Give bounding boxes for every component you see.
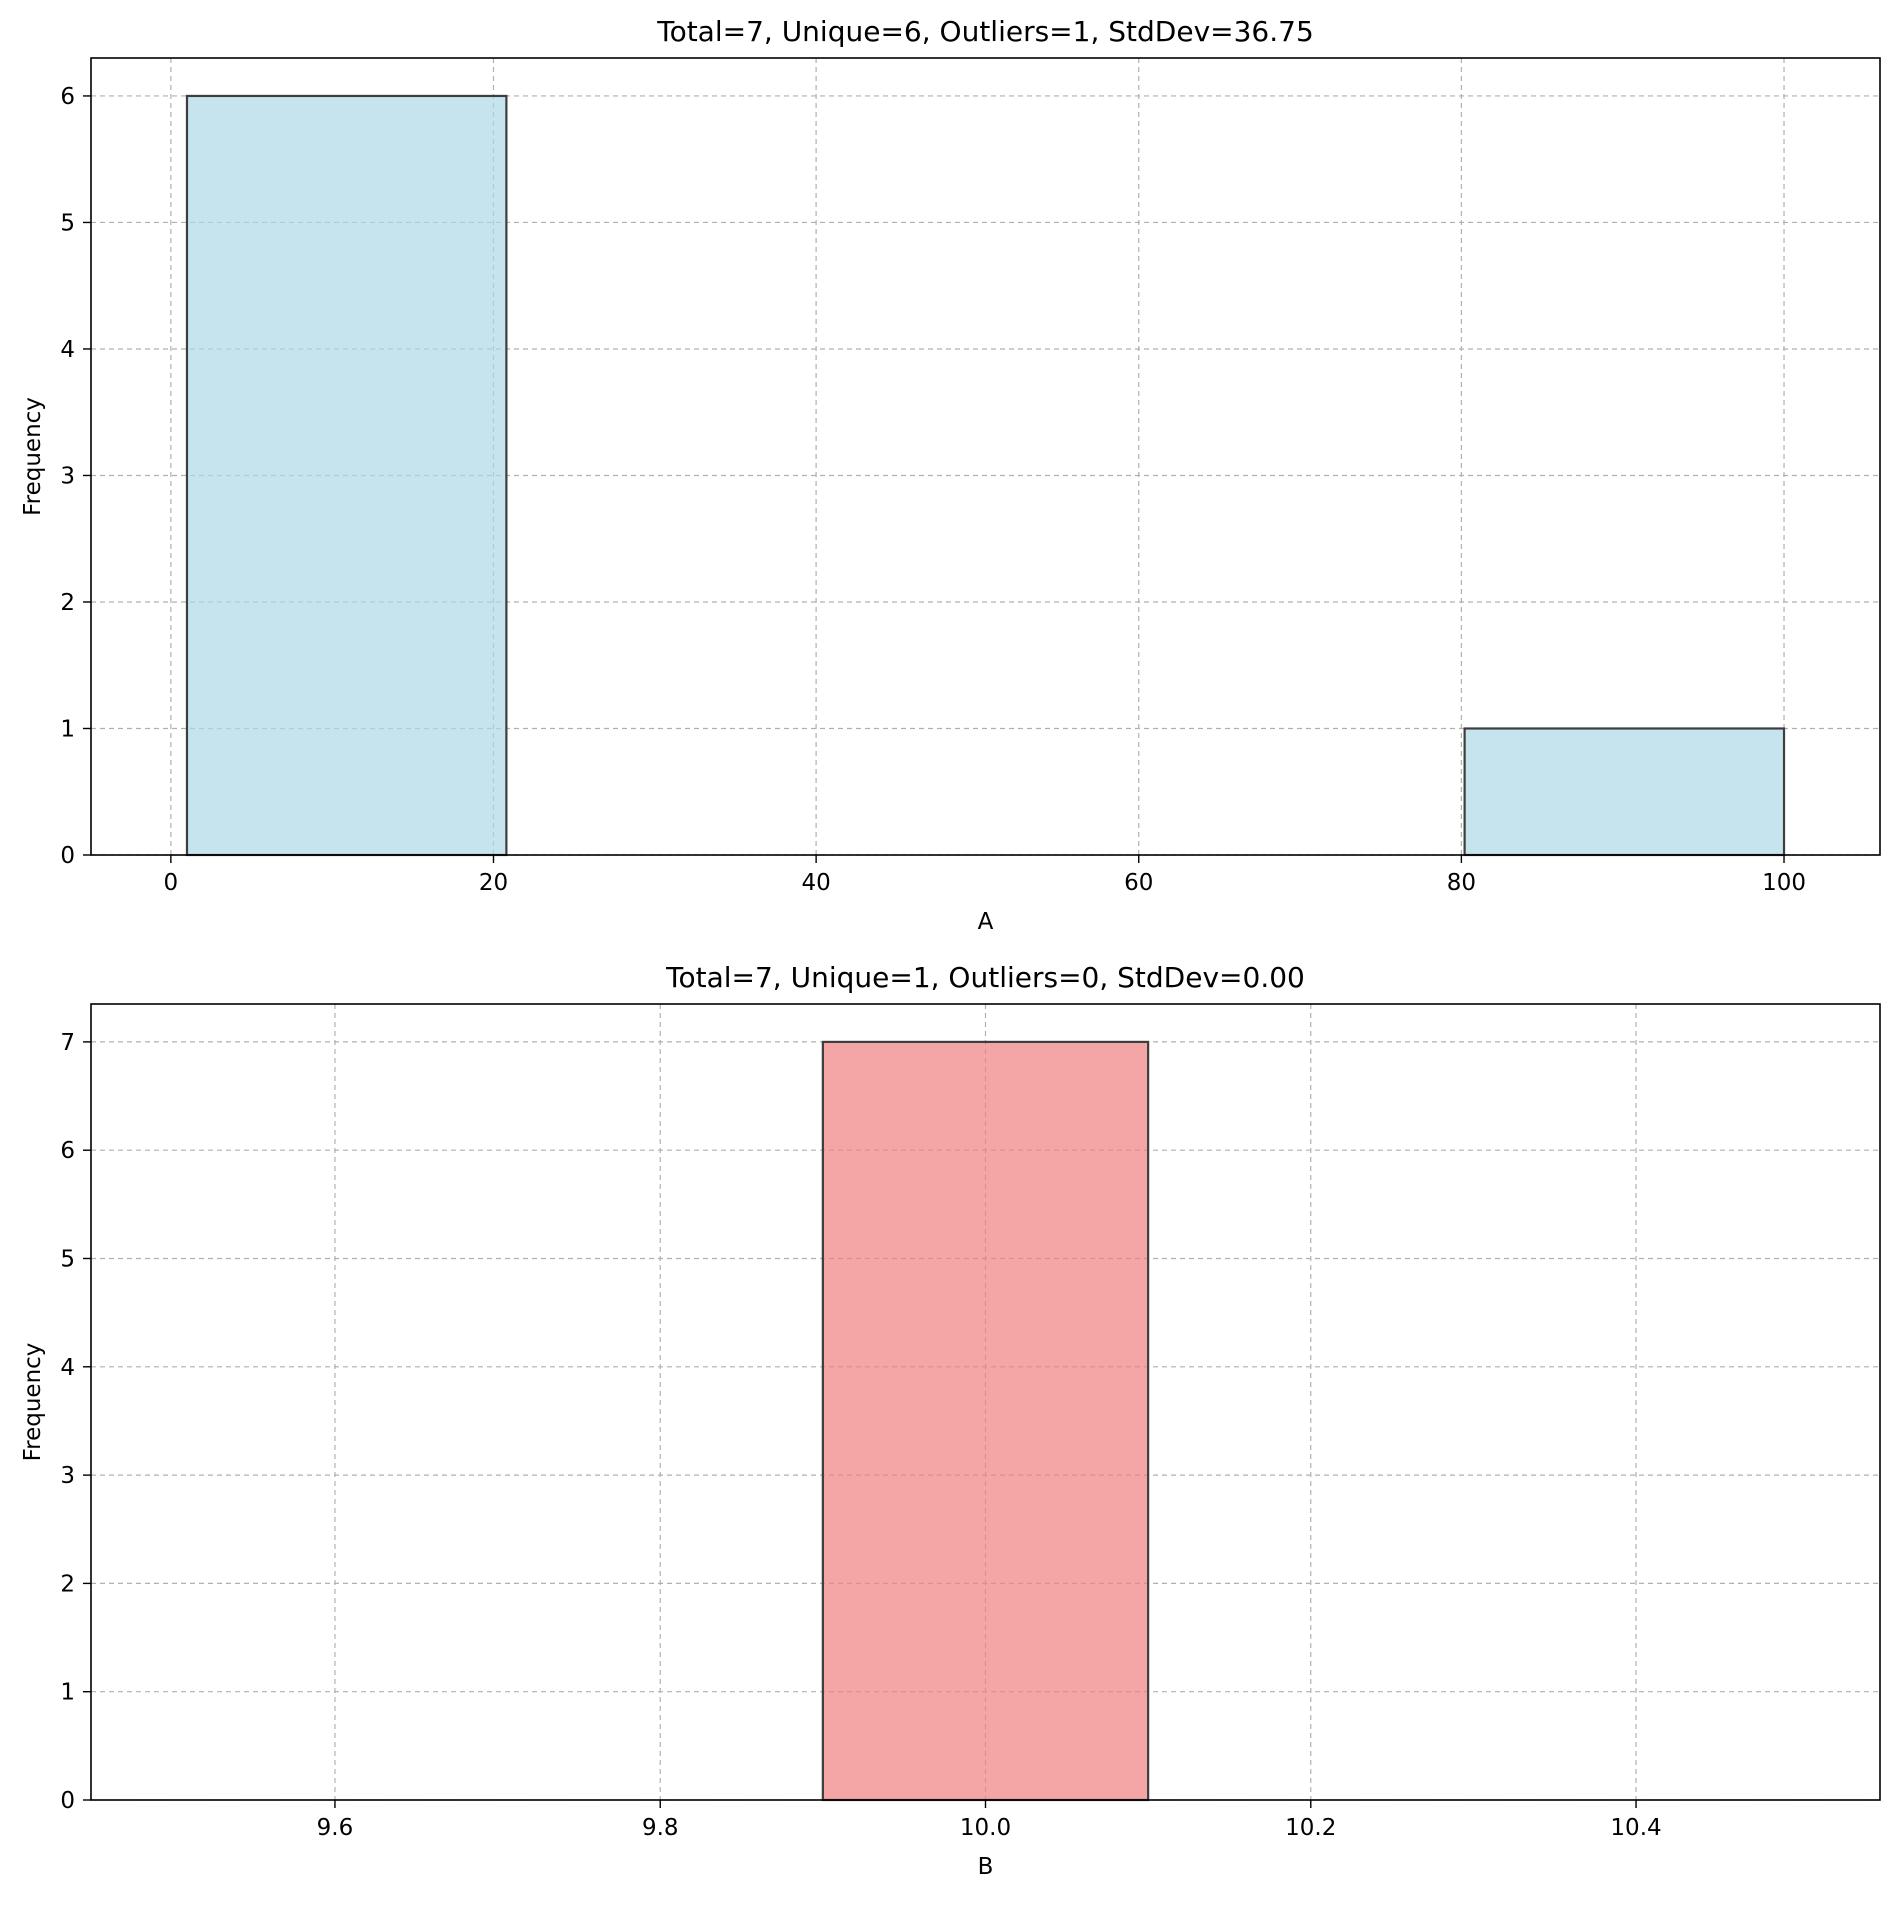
- bars: [185, 94, 1786, 857]
- x-tick-label: 40: [801, 870, 830, 896]
- y-axis-ticks: 0 1 2 3 4 5 6: [60, 84, 91, 869]
- x-axis-label: A: [978, 909, 994, 935]
- y-tick-label: 4: [60, 1355, 75, 1381]
- x-tick-label: 10.0: [960, 1815, 1011, 1841]
- y-tick-label: 4: [60, 337, 75, 363]
- y-tick-label: 7: [60, 1030, 75, 1056]
- y-tick-label: 0: [60, 843, 75, 869]
- y-tick-label: 6: [60, 84, 75, 110]
- y-tick-label: 3: [60, 463, 75, 489]
- y-tick-label: 1: [60, 716, 75, 742]
- histogram-bar: [1463, 727, 1786, 857]
- axes-frame: [90, 57, 1881, 856]
- y-tick-label: 3: [60, 1463, 75, 1489]
- y-axis-ticks: 0 1 2 3 4 5 6 7: [60, 1030, 91, 1814]
- y-axis-label: Frequency: [20, 1343, 46, 1462]
- x-tick-label: 80: [1447, 870, 1476, 896]
- chart-title: Total=7, Unique=6, Outliers=1, StdDev=36…: [656, 15, 1314, 48]
- x-tick-label: 0: [164, 870, 179, 896]
- x-axis-ticks: 9.6 9.8 10.0 10.2 10.4: [317, 1800, 1662, 1841]
- y-tick-label: 0: [60, 1788, 75, 1814]
- x-tick-label: 10.2: [1285, 1815, 1336, 1841]
- x-axis-ticks: 0 20 40 60 80 100: [164, 855, 1806, 896]
- histogram-panel-a: 0 20 40 60 80 100 0 1 2 3 4 5 6 Total=7, Unique=6, …: [20, 15, 1881, 935]
- histogram-panel-b: 9.6 9.8 10.0 10.2 10.4 0 1 2 3 4 5 6 7 Total=7, Uni…: [20, 961, 1881, 1880]
- x-tick-label: 100: [1762, 870, 1806, 896]
- x-tick-label: 60: [1124, 870, 1153, 896]
- histogram-bar: [185, 94, 508, 857]
- y-axis-label: Frequency: [20, 397, 46, 516]
- histogram-bar: [821, 1040, 1150, 1802]
- x-tick-label: 9.6: [317, 1815, 354, 1841]
- y-tick-label: 2: [60, 590, 75, 616]
- y-tick-label: 5: [60, 1247, 75, 1273]
- y-tick-label: 2: [60, 1571, 75, 1597]
- chart-title: Total=7, Unique=1, Outliers=0, StdDev=0.…: [665, 961, 1305, 994]
- x-tick-label: 9.8: [642, 1815, 679, 1841]
- bars: [821, 1040, 1150, 1802]
- y-tick-label: 1: [60, 1680, 75, 1706]
- x-axis-label: B: [978, 1854, 994, 1880]
- y-tick-label: 5: [60, 210, 75, 236]
- x-tick-label: 10.4: [1610, 1815, 1661, 1841]
- x-tick-label: 20: [479, 870, 508, 896]
- y-tick-label: 6: [60, 1138, 75, 1164]
